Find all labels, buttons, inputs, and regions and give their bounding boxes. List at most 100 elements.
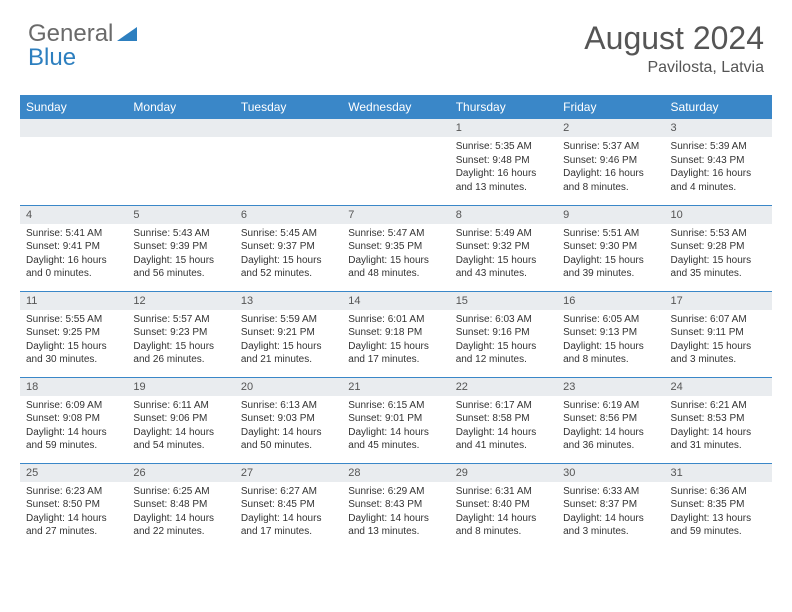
sunset-line: Sunset: 8:40 PM (456, 499, 530, 510)
daylight-line: Daylight: 15 hours and 21 minutes. (241, 341, 322, 366)
daylight-line: Daylight: 13 hours and 59 minutes. (671, 513, 752, 538)
sunrise-line: Sunrise: 5:35 AM (456, 141, 532, 152)
day-content: Sunrise: 6:21 AMSunset: 8:53 PMDaylight:… (665, 396, 772, 456)
calendar-day-cell: 21Sunrise: 6:15 AMSunset: 9:01 PMDayligh… (342, 377, 449, 463)
sunset-line: Sunset: 8:56 PM (563, 413, 637, 424)
sunrise-line: Sunrise: 6:31 AM (456, 486, 532, 497)
sunset-line: Sunset: 9:03 PM (241, 413, 315, 424)
daylight-line: Daylight: 15 hours and 48 minutes. (348, 255, 429, 280)
sunset-line: Sunset: 8:50 PM (26, 499, 100, 510)
day-content: Sunrise: 6:25 AMSunset: 8:48 PMDaylight:… (127, 482, 234, 542)
sunrise-line: Sunrise: 5:51 AM (563, 228, 639, 239)
sunrise-line: Sunrise: 5:41 AM (26, 228, 102, 239)
day-content: Sunrise: 6:03 AMSunset: 9:16 PMDaylight:… (450, 310, 557, 370)
day-content: Sunrise: 5:59 AMSunset: 9:21 PMDaylight:… (235, 310, 342, 370)
sunset-line: Sunset: 9:28 PM (671, 241, 745, 252)
sunset-line: Sunset: 9:37 PM (241, 241, 315, 252)
day-content-empty (235, 137, 342, 197)
sunset-line: Sunset: 9:08 PM (26, 413, 100, 424)
sunrise-line: Sunrise: 6:19 AM (563, 400, 639, 411)
day-content-empty (20, 137, 127, 197)
daylight-line: Daylight: 14 hours and 22 minutes. (133, 513, 214, 538)
day-number: 11 (20, 292, 127, 310)
calendar-day-cell: 16Sunrise: 6:05 AMSunset: 9:13 PMDayligh… (557, 291, 664, 377)
sunset-line: Sunset: 9:41 PM (26, 241, 100, 252)
sunset-line: Sunset: 9:13 PM (563, 327, 637, 338)
sunrise-line: Sunrise: 6:03 AM (456, 314, 532, 325)
calendar-day-cell: 25Sunrise: 6:23 AMSunset: 8:50 PMDayligh… (20, 463, 127, 549)
calendar-day-cell: 11Sunrise: 5:55 AMSunset: 9:25 PMDayligh… (20, 291, 127, 377)
sunset-line: Sunset: 8:45 PM (241, 499, 315, 510)
day-number: 28 (342, 464, 449, 482)
calendar-body: 1Sunrise: 5:35 AMSunset: 9:48 PMDaylight… (20, 119, 772, 549)
weekday-header: Saturday (665, 95, 772, 119)
daylight-line: Daylight: 14 hours and 41 minutes. (456, 427, 537, 452)
sunrise-line: Sunrise: 6:25 AM (133, 486, 209, 497)
sunrise-line: Sunrise: 5:53 AM (671, 228, 747, 239)
sunrise-line: Sunrise: 6:23 AM (26, 486, 102, 497)
calendar-day-cell (235, 119, 342, 205)
sunset-line: Sunset: 8:43 PM (348, 499, 422, 510)
header: General August 2024 Pavilosta, Latvia (0, 0, 792, 87)
sunset-line: Sunset: 9:39 PM (133, 241, 207, 252)
day-number: 12 (127, 292, 234, 310)
day-number-empty (20, 119, 127, 137)
day-number: 22 (450, 378, 557, 396)
day-number: 8 (450, 206, 557, 224)
day-content-empty (342, 137, 449, 197)
calendar-day-cell: 14Sunrise: 6:01 AMSunset: 9:18 PMDayligh… (342, 291, 449, 377)
calendar-header-row: SundayMondayTuesdayWednesdayThursdayFrid… (20, 95, 772, 119)
day-number: 31 (665, 464, 772, 482)
daylight-line: Daylight: 16 hours and 8 minutes. (563, 168, 644, 193)
day-number: 3 (665, 119, 772, 137)
day-content: Sunrise: 5:47 AMSunset: 9:35 PMDaylight:… (342, 224, 449, 284)
day-content: Sunrise: 6:15 AMSunset: 9:01 PMDaylight:… (342, 396, 449, 456)
calendar-day-cell (342, 119, 449, 205)
daylight-line: Daylight: 15 hours and 56 minutes. (133, 255, 214, 280)
sunrise-line: Sunrise: 6:15 AM (348, 400, 424, 411)
sunrise-line: Sunrise: 5:45 AM (241, 228, 317, 239)
sunset-line: Sunset: 9:11 PM (671, 327, 744, 338)
day-content: Sunrise: 6:09 AMSunset: 9:08 PMDaylight:… (20, 396, 127, 456)
daylight-line: Daylight: 15 hours and 52 minutes. (241, 255, 322, 280)
calendar-day-cell: 13Sunrise: 5:59 AMSunset: 9:21 PMDayligh… (235, 291, 342, 377)
day-number: 24 (665, 378, 772, 396)
weekday-header: Monday (127, 95, 234, 119)
weekday-header: Friday (557, 95, 664, 119)
day-content: Sunrise: 6:27 AMSunset: 8:45 PMDaylight:… (235, 482, 342, 542)
day-content: Sunrise: 5:41 AMSunset: 9:41 PMDaylight:… (20, 224, 127, 284)
day-number: 27 (235, 464, 342, 482)
sunset-line: Sunset: 9:21 PM (241, 327, 315, 338)
calendar-day-cell: 31Sunrise: 6:36 AMSunset: 8:35 PMDayligh… (665, 463, 772, 549)
day-number: 16 (557, 292, 664, 310)
day-content: Sunrise: 5:39 AMSunset: 9:43 PMDaylight:… (665, 137, 772, 197)
weekday-header: Sunday (20, 95, 127, 119)
sunrise-line: Sunrise: 5:57 AM (133, 314, 209, 325)
day-content: Sunrise: 5:55 AMSunset: 9:25 PMDaylight:… (20, 310, 127, 370)
logo-triangle-icon (117, 25, 139, 43)
sunset-line: Sunset: 9:35 PM (348, 241, 422, 252)
day-content: Sunrise: 6:36 AMSunset: 8:35 PMDaylight:… (665, 482, 772, 542)
calendar-day-cell: 8Sunrise: 5:49 AMSunset: 9:32 PMDaylight… (450, 205, 557, 291)
calendar-day-cell: 24Sunrise: 6:21 AMSunset: 8:53 PMDayligh… (665, 377, 772, 463)
daylight-line: Daylight: 15 hours and 43 minutes. (456, 255, 537, 280)
calendar-week-row: 11Sunrise: 5:55 AMSunset: 9:25 PMDayligh… (20, 291, 772, 377)
sunset-line: Sunset: 9:43 PM (671, 155, 745, 166)
daylight-line: Daylight: 14 hours and 59 minutes. (26, 427, 107, 452)
sunset-line: Sunset: 9:25 PM (26, 327, 100, 338)
calendar-week-row: 4Sunrise: 5:41 AMSunset: 9:41 PMDaylight… (20, 205, 772, 291)
day-content: Sunrise: 6:07 AMSunset: 9:11 PMDaylight:… (665, 310, 772, 370)
daylight-line: Daylight: 14 hours and 45 minutes. (348, 427, 429, 452)
day-content: Sunrise: 6:29 AMSunset: 8:43 PMDaylight:… (342, 482, 449, 542)
daylight-line: Daylight: 15 hours and 30 minutes. (26, 341, 107, 366)
sunset-line: Sunset: 9:46 PM (563, 155, 637, 166)
day-content: Sunrise: 6:17 AMSunset: 8:58 PMDaylight:… (450, 396, 557, 456)
location-subtitle: Pavilosta, Latvia (584, 59, 764, 77)
day-content: Sunrise: 6:13 AMSunset: 9:03 PMDaylight:… (235, 396, 342, 456)
sunrise-line: Sunrise: 5:43 AM (133, 228, 209, 239)
sunrise-line: Sunrise: 6:27 AM (241, 486, 317, 497)
day-number: 17 (665, 292, 772, 310)
calendar-day-cell: 5Sunrise: 5:43 AMSunset: 9:39 PMDaylight… (127, 205, 234, 291)
day-number: 25 (20, 464, 127, 482)
calendar-day-cell: 2Sunrise: 5:37 AMSunset: 9:46 PMDaylight… (557, 119, 664, 205)
